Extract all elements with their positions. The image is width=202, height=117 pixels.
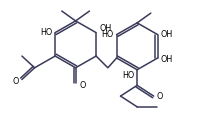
Text: HO: HO bbox=[101, 30, 114, 39]
Text: OH: OH bbox=[161, 30, 173, 39]
Text: O: O bbox=[13, 77, 19, 86]
Text: OH: OH bbox=[161, 55, 173, 64]
Text: O: O bbox=[157, 92, 163, 101]
Text: O: O bbox=[80, 81, 86, 90]
Text: HO: HO bbox=[122, 71, 134, 80]
Text: OH: OH bbox=[99, 24, 111, 33]
Text: HO: HO bbox=[40, 28, 52, 37]
